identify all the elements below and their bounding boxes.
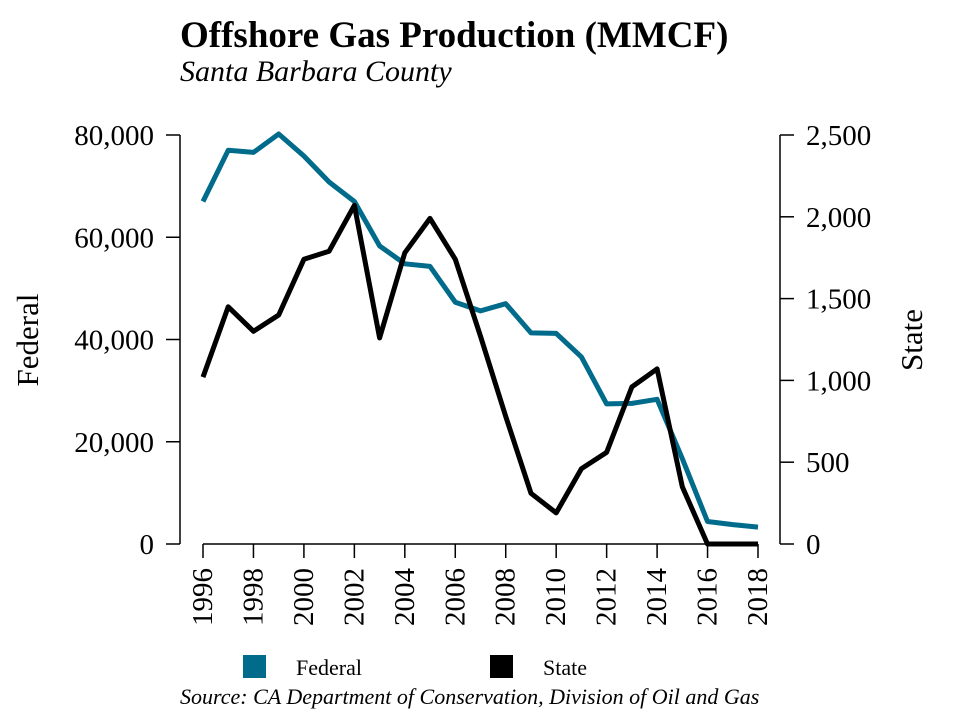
x-tick-label: 2016 [692, 568, 724, 626]
x-tick-label: 2006 [439, 568, 471, 626]
x-tick-label: 2010 [540, 568, 572, 626]
x-tick-label: 2018 [742, 568, 774, 626]
left-tick-label: 0 [140, 529, 155, 561]
x-tick-label: 1998 [237, 568, 269, 626]
x-tick-label: 1996 [187, 568, 219, 626]
left-tick-label: 20,000 [74, 427, 154, 459]
right-tick-label: 1,500 [806, 284, 871, 316]
series-layer [200, 131, 759, 547]
legend-swatch-state [490, 655, 513, 678]
x-tick-label: 2008 [490, 568, 522, 626]
chart-subtitle: Santa Barbara County [180, 55, 452, 88]
chart-title: Offshore Gas Production (MMCF) [180, 15, 729, 56]
left-y-axis: 0 20,000 40,000 60,000 80,000 [74, 120, 181, 561]
legend-label-state: State [543, 655, 587, 680]
x-tick-label: 2014 [641, 568, 673, 627]
left-tick-label: 80,000 [74, 120, 154, 152]
x-tick-label: 2012 [591, 568, 623, 626]
x-tick-label: 2002 [338, 568, 370, 626]
left-tick-label: 60,000 [74, 222, 154, 254]
right-tick-label: 500 [806, 447, 850, 479]
y-axis-label-right: State [894, 309, 929, 371]
right-y-axis: 0 500 1,000 1,500 2,000 2,500 [779, 120, 871, 561]
legend: Federal State [243, 655, 587, 680]
legend-swatch-federal [243, 655, 266, 678]
x-tick-label: 2000 [288, 568, 320, 626]
right-tick-label: 0 [806, 529, 821, 561]
series-line-state [200, 202, 758, 547]
right-tick-label: 1,000 [806, 365, 871, 397]
right-tick-label: 2,500 [806, 120, 871, 152]
legend-label-federal: Federal [296, 655, 362, 680]
left-tick-label: 40,000 [74, 325, 154, 357]
source-note: Source: CA Department of Conservation, D… [180, 684, 760, 709]
x-axis: 1996 1998 2000 2002 2004 2006 2008 2010 2012 2014… [187, 543, 774, 627]
y-axis-label-left: Federal [10, 294, 45, 387]
x-tick-label: 2004 [389, 568, 421, 627]
right-tick-label: 2,000 [806, 202, 871, 234]
